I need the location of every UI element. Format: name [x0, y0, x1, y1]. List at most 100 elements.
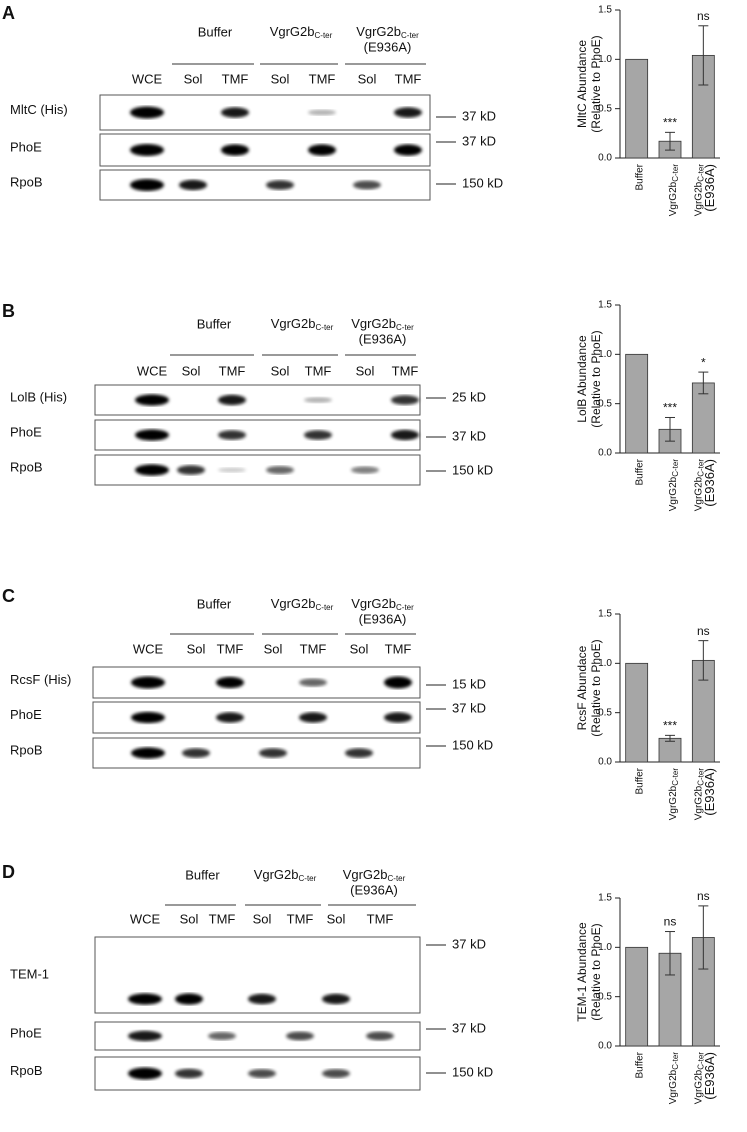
chart: 0.0 0.5 1.0 1.5 TEM-1 Abundance (Relative to …: [575, 889, 720, 1104]
lane-label: Sol: [358, 71, 377, 86]
x-tick-label: VgrG2bC-ter: [693, 164, 705, 217]
lane-label: Sol: [180, 911, 199, 926]
band: [259, 748, 287, 758]
row-label: PhoE: [10, 1025, 42, 1040]
group-label-sub: C-ter: [396, 323, 414, 332]
x-tick-label-main: VgrG2b: [693, 785, 704, 820]
lane-label: TMF: [219, 363, 246, 378]
band: [135, 464, 169, 476]
group-label-line2: (E936A): [350, 882, 398, 897]
x-tick-label-line2: (E936A): [702, 459, 717, 507]
blot: [92, 666, 421, 699]
band: [216, 712, 244, 723]
group-label: Buffer: [198, 24, 233, 39]
lane-label: TMF: [222, 71, 249, 86]
band: [299, 678, 327, 687]
group-label: VgrG2bC-ter: [271, 596, 334, 612]
marker-label: 37 kD: [462, 133, 496, 148]
row-label: TEM-1: [10, 966, 49, 981]
band: [135, 394, 169, 406]
marker-label: 150 kD: [462, 175, 503, 190]
group-label-line2: (E936A): [359, 611, 407, 626]
band: [135, 429, 169, 441]
y-tick-label: 1.0: [598, 942, 612, 953]
lane-label: TMF: [385, 641, 412, 656]
lane-label: WCE: [132, 71, 163, 86]
y-tick-label: 0.0: [598, 448, 612, 459]
y-tick-label: 1.0: [598, 54, 612, 65]
band: [216, 676, 244, 689]
group-label-sub: C-ter: [388, 874, 406, 883]
x-tick-label-main: VgrG2b: [668, 1069, 679, 1104]
lane-label: Sol: [327, 911, 346, 926]
x-tick-label-main: VgrG2b: [668, 181, 679, 216]
group-label-main: VgrG2b: [351, 316, 396, 331]
band: [248, 993, 276, 1005]
lane-label: WCE: [137, 363, 168, 378]
y-tick-label: 1.0: [598, 349, 612, 360]
band: [266, 466, 294, 474]
x-tick-label-line2: (E936A): [702, 164, 717, 212]
group-label: VgrG2bC-ter: [351, 316, 414, 332]
y-axis-label: (Relative to PhoE): [589, 923, 603, 1020]
marker-label: 150 kD: [452, 1064, 493, 1079]
band: [353, 180, 381, 190]
group-label: VgrG2bC-ter: [254, 867, 317, 883]
x-tick-label-sub: C-ter: [696, 768, 705, 786]
x-tick-label: VgrG2bC-ter: [668, 459, 680, 512]
x-tick-label: Buffer: [634, 458, 645, 485]
y-tick-label: 1.5: [598, 300, 612, 311]
band: [128, 993, 162, 1005]
group-label-main: VgrG2b: [271, 596, 316, 611]
band: [322, 1069, 350, 1078]
y-tick-label: 1.0: [598, 658, 612, 669]
marker-label: 150 kD: [452, 462, 493, 477]
significance: ns: [697, 624, 710, 638]
group-label-main: VgrG2b: [343, 867, 388, 882]
x-tick-label: Buffer: [634, 163, 645, 190]
y-axis-label: LolB Abundance: [575, 335, 589, 423]
row-label: LolB (His): [10, 389, 67, 404]
x-tick-label: VgrG2bC-ter: [668, 768, 680, 821]
y-tick-label: 0.0: [598, 153, 612, 164]
group-label: VgrG2bC-ter: [356, 24, 419, 40]
group-label-main: VgrG2b: [271, 316, 316, 331]
lane-label: TMF: [287, 911, 314, 926]
significance: ns: [697, 9, 710, 23]
row-label: RpoB: [10, 742, 43, 757]
band: [394, 107, 422, 118]
group-label: VgrG2bC-ter: [343, 867, 406, 883]
band: [177, 465, 205, 475]
lane-label: TMF: [309, 71, 336, 86]
group-label-sub: C-ter: [316, 323, 334, 332]
y-tick-label: 0.5: [598, 707, 612, 718]
band: [128, 1030, 162, 1042]
lane-label: TMF: [300, 641, 327, 656]
bar: [625, 946, 649, 1047]
x-tick-label: Buffer: [634, 1051, 645, 1078]
y-axis-label: RcsF Abundace: [575, 645, 589, 730]
y-axis-label: (Relative to PhoE): [589, 35, 603, 132]
band: [322, 993, 350, 1005]
band: [130, 106, 164, 119]
x-tick-label-sub: C-ter: [696, 1052, 705, 1070]
band: [218, 430, 246, 440]
group-label: Buffer: [197, 596, 232, 611]
marker-label: 150 kD: [452, 737, 493, 752]
group-label-sub: C-ter: [299, 874, 317, 883]
row-label: MltC (His): [10, 102, 68, 117]
panel-letter: A: [2, 3, 15, 23]
band: [221, 107, 249, 118]
lane-label: WCE: [130, 911, 161, 926]
band: [391, 395, 419, 405]
panel-letter: D: [2, 862, 15, 882]
x-tick-label-main: VgrG2b: [668, 785, 679, 820]
y-axis-label: TEM-1 Abundance: [575, 922, 589, 1022]
significance: ***: [663, 719, 677, 733]
x-tick-label-main: VgrG2b: [668, 476, 679, 511]
band: [179, 179, 207, 191]
lane-label: Sol: [350, 641, 369, 656]
x-tick-label-line2: (E936A): [702, 768, 717, 816]
x-tick-label-sub: C-ter: [671, 164, 680, 182]
marker-label: 37 kD: [452, 428, 486, 443]
